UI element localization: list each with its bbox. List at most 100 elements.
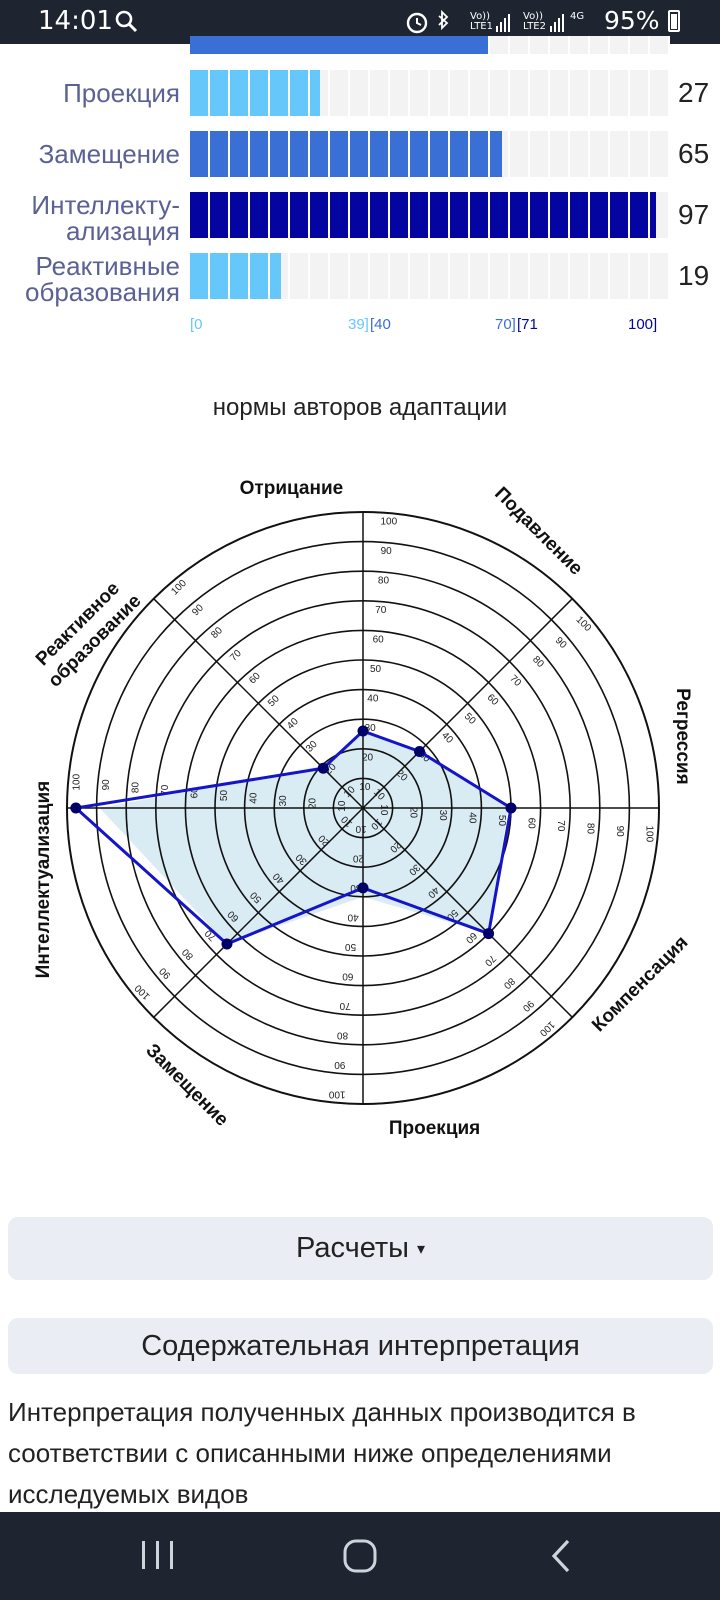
ring-label: 60 xyxy=(247,670,263,686)
ring-label: 70 xyxy=(160,784,171,796)
radar-spoke xyxy=(153,807,364,1018)
scale-label: 39] xyxy=(348,316,369,333)
signal-icon-1 xyxy=(496,14,510,32)
status-icons xyxy=(406,9,564,34)
ring-label: 80 xyxy=(530,654,546,670)
bar-scale: [0 39] [40 70] [71 100] xyxy=(190,316,670,336)
data-point xyxy=(483,928,495,940)
network-2-label: Vo)) LTE2 xyxy=(523,11,546,32)
axis-title: Отрицание xyxy=(240,478,344,499)
axis-title: Замещение xyxy=(142,1040,233,1131)
axis-title: Подавление xyxy=(490,483,586,579)
ring-label: 50 xyxy=(344,941,356,952)
back-button[interactable] xyxy=(502,1512,622,1600)
bar-fill xyxy=(190,253,282,299)
interpretation-text: Интерпретация полученных данных производ… xyxy=(8,1397,636,1509)
bar-label-line: Интеллекту- xyxy=(31,190,180,220)
ring-label: 30 xyxy=(365,723,377,734)
scale-label: 70] xyxy=(495,316,516,333)
ring-label: 10 xyxy=(337,800,348,812)
ring-label: 60 xyxy=(463,930,479,946)
bar-track xyxy=(190,192,670,238)
bar-track xyxy=(190,253,670,299)
network-1-label: Vo)) LTE1 xyxy=(470,11,493,32)
data-point xyxy=(221,938,233,950)
ring-label: 50 xyxy=(370,664,382,675)
ring-label: 70 xyxy=(507,673,523,689)
radar-chart: 10 20 30 40 50 60 70 80 90 100 10 20 30 40 50 60 70 80 90 1… xyxy=(0,450,720,1170)
bar-value: 19 xyxy=(678,260,710,291)
bar-label-line: Замещение xyxy=(38,139,180,169)
ring-label: 60 xyxy=(342,970,354,981)
bar-fill xyxy=(190,192,656,238)
bar-label-line: ализация xyxy=(65,216,180,246)
battery-icon xyxy=(668,10,680,32)
axis-title: Реактивноеобразование xyxy=(27,574,145,692)
calculations-accordion[interactable]: Расчеты ▾ xyxy=(8,1217,713,1280)
data-point xyxy=(317,762,329,774)
ring-label: 70 xyxy=(228,648,244,664)
axis-title-line: Отрицание xyxy=(240,478,344,499)
norm-band xyxy=(99,731,509,945)
ring-label: 90 xyxy=(190,602,206,618)
bar-label: Проекция xyxy=(0,80,180,106)
ring-label: 60 xyxy=(373,635,385,646)
bar-fill xyxy=(190,70,320,116)
scale-label: 100] xyxy=(628,316,658,333)
ring-label: 80 xyxy=(131,782,142,794)
bar-fill xyxy=(190,131,502,177)
recent-apps-button[interactable] xyxy=(98,1512,218,1600)
ring-label: 50 xyxy=(496,815,507,827)
ring-label: 40 xyxy=(439,730,455,746)
bar-track xyxy=(190,131,670,177)
scale-label: [0 xyxy=(190,316,203,333)
scale-label: [71 xyxy=(517,316,538,333)
home-button[interactable] xyxy=(300,1512,420,1600)
ring-label: 90 xyxy=(101,779,112,791)
ring-label: 90 xyxy=(553,635,569,651)
bar-label-line: Проекция xyxy=(63,78,180,108)
ring-label: 30 xyxy=(350,882,362,893)
axis-title: Регрессия xyxy=(672,688,693,785)
ring-label: 80 xyxy=(378,576,390,587)
ring-label: 100 xyxy=(380,517,397,528)
interpretation-accordion[interactable]: Содержательная интерпретация xyxy=(8,1318,713,1374)
axis-title: Компенсация xyxy=(588,932,692,1036)
ring-label: 90 xyxy=(614,826,625,838)
ring-label: 100 xyxy=(643,825,654,842)
axis-title-line: Компенсация xyxy=(588,932,692,1036)
data-point xyxy=(505,802,517,814)
ring-label: 10 xyxy=(378,804,389,816)
bar-fill-cut xyxy=(190,36,488,54)
ring-label: 20 xyxy=(362,753,374,764)
ring-label: 100 xyxy=(328,1088,345,1099)
bar-label: Интеллекту-ализация xyxy=(0,192,180,244)
ring-label: 80 xyxy=(180,946,196,962)
ring-label: 40 xyxy=(285,716,301,732)
battery-percent: 95% xyxy=(604,6,660,35)
radar-spoke xyxy=(362,598,573,809)
ring-label: 90 xyxy=(334,1059,346,1070)
search-icon xyxy=(115,10,138,33)
ring-label: 80 xyxy=(337,1029,349,1040)
axis-title-line: Проекция xyxy=(389,1118,480,1139)
data-point xyxy=(70,802,82,814)
bar-value: 97 xyxy=(678,199,710,230)
ring-label: 70 xyxy=(555,820,566,832)
radar-chart-caption: нормы авторов адаптации xyxy=(212,394,508,421)
ring-label: 50 xyxy=(462,711,478,727)
bar-chart-section: Проекция 27 Замещение 65 Интеллекту-ализация… xyxy=(0,36,720,344)
ring-label: 100 xyxy=(72,773,83,790)
bar-track-cut xyxy=(190,36,670,54)
axis-title-line: Регрессия xyxy=(672,688,693,785)
bar-label-line: образования xyxy=(24,277,180,307)
ring-label: 60 xyxy=(525,818,536,830)
ring-label: 20 xyxy=(352,852,364,863)
ring-label: 50 xyxy=(219,789,230,801)
data-point xyxy=(357,882,369,894)
ring-label: 60 xyxy=(190,787,201,799)
signal-icon-2 xyxy=(550,14,564,32)
bar-label: Замещение xyxy=(0,141,180,167)
bar-value: 65 xyxy=(678,138,710,169)
ring-label: 40 xyxy=(367,694,379,705)
